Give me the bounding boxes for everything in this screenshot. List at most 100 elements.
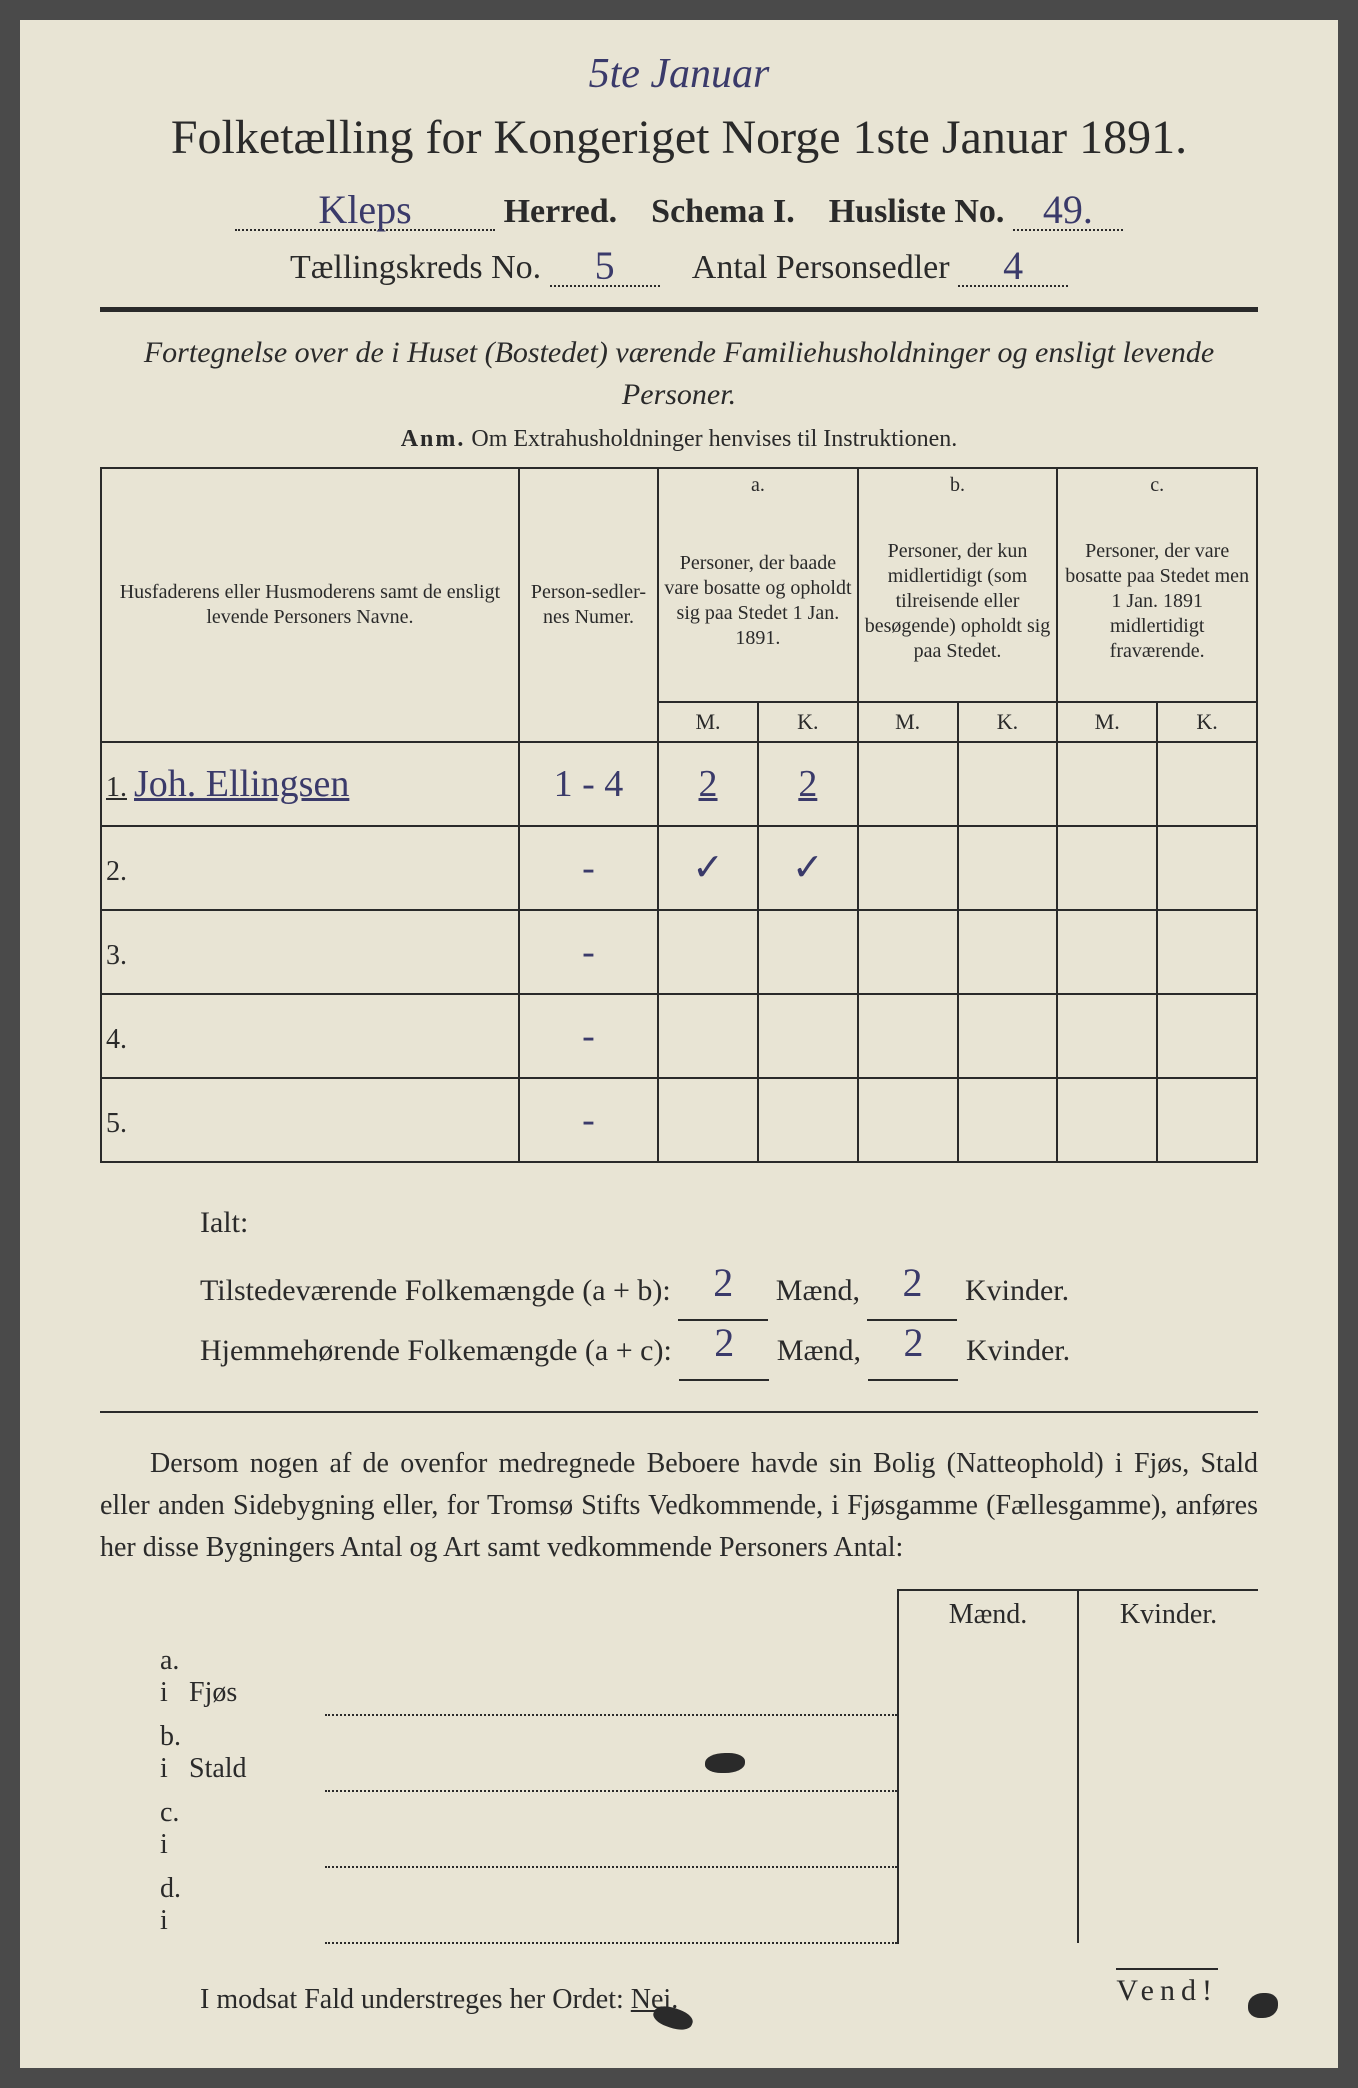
table-row: 1. Joh. Ellingsen1 - 422 <box>101 742 1257 826</box>
antal-value: 4 <box>1003 242 1023 289</box>
buildings-head-m: Mænd. <box>898 1590 1078 1639</box>
cell-b-k <box>958 910 1058 994</box>
th-a-k: K. <box>758 702 858 742</box>
cell-num: - <box>519 826 658 910</box>
herred-field: Kleps <box>235 190 495 231</box>
building-dots <box>325 1715 898 1791</box>
building-m <box>898 1791 1078 1867</box>
building-name <box>185 1867 325 1943</box>
totals-line-2: Hjemmehørende Folkemængde (a + c): 2 Mæn… <box>200 1321 1258 1381</box>
table-row: 3. - <box>101 910 1257 994</box>
building-k <box>1078 1639 1258 1715</box>
building-lbl: b. i <box>100 1715 185 1791</box>
cell-c-k <box>1157 1078 1257 1162</box>
cell-c-m <box>1057 994 1157 1078</box>
husliste-value: 49. <box>1043 186 1093 233</box>
kreds-label: Tællingskreds No. <box>290 249 541 286</box>
modsat-text: I modsat Fald understreges her Ordet: <box>200 1984 624 2015</box>
cell-a-k <box>758 1078 858 1162</box>
cell-name: 1. Joh. Ellingsen <box>101 742 519 826</box>
schema-label: Schema I. <box>651 193 795 230</box>
buildings-head-row: Mænd. Kvinder. <box>100 1590 1258 1639</box>
cell-b-m <box>858 742 958 826</box>
kvinder-label-2: Kvinder. <box>966 1334 1070 1367</box>
cell-num: - <box>519 1078 658 1162</box>
totals-2-k: 2 <box>903 1303 923 1383</box>
building-lbl: c. i <box>100 1791 185 1867</box>
antal-label: Antal Personsedler <box>692 249 950 286</box>
th-a-m: M. <box>658 702 758 742</box>
totals-line1-label: Tilstedeværende Folkemængde (a + b): <box>200 1274 671 1307</box>
building-dots <box>325 1639 898 1715</box>
anm-text: Om Extrahusholdninger henvises til Instr… <box>471 426 957 452</box>
cell-name: 4. <box>101 994 519 1078</box>
building-row: a. iFjøs <box>100 1639 1258 1715</box>
cell-b-k <box>958 1078 1058 1162</box>
th-b-k: K. <box>958 702 1058 742</box>
th-c: Personer, der vare bosatte paa Stedet me… <box>1057 502 1257 702</box>
building-m <box>898 1639 1078 1715</box>
building-lbl: d. i <box>100 1867 185 1943</box>
cell-b-m <box>858 826 958 910</box>
form-subtitle: Fortegnelse over de i Huset (Bostedet) v… <box>100 332 1258 416</box>
form-title: Folketælling for Kongeriget Norge 1ste J… <box>100 110 1258 165</box>
cell-name: 2. <box>101 826 519 910</box>
th-c-head: c. <box>1057 468 1257 502</box>
ink-blot-icon <box>1248 1993 1278 2018</box>
divider-2 <box>100 1411 1258 1413</box>
cell-c-m <box>1057 1078 1157 1162</box>
totals-block: Ialt: Tilstedeværende Folkemængde (a + b… <box>100 1193 1258 1381</box>
cell-num: - <box>519 994 658 1078</box>
totals-2-m: 2 <box>714 1303 734 1383</box>
cell-name: 3. <box>101 910 519 994</box>
divider-1 <box>100 307 1258 312</box>
th-b-m: M. <box>858 702 958 742</box>
building-lbl: a. i <box>100 1639 185 1715</box>
cell-a-k: ✓ <box>758 826 858 910</box>
husliste-field: 49. <box>1013 190 1123 231</box>
cell-a-m <box>658 910 758 994</box>
cell-b-m <box>858 1078 958 1162</box>
cell-c-k <box>1157 994 1257 1078</box>
th-b: Personer, der kun midlertidigt (som tilr… <box>858 502 1058 702</box>
th-a-head: a. <box>658 468 858 502</box>
cell-b-k <box>958 994 1058 1078</box>
cell-c-k <box>1157 910 1257 994</box>
cell-b-m <box>858 910 958 994</box>
building-k <box>1078 1791 1258 1867</box>
census-form-page: 5te Januar Folketælling for Kongeriget N… <box>20 20 1338 2068</box>
kreds-value: 5 <box>595 242 615 289</box>
building-row: b. iStald <box>100 1715 1258 1791</box>
th-names: Husfaderens eller Husmoderens samt de en… <box>101 468 519 742</box>
cell-a-m: 2 <box>658 742 758 826</box>
building-dots <box>325 1791 898 1867</box>
cell-a-m: ✓ <box>658 826 758 910</box>
herred-value: Kleps <box>318 186 411 233</box>
buildings-head-k: Kvinder. <box>1078 1590 1258 1639</box>
cell-a-k <box>758 994 858 1078</box>
header-line-2: Tællingskreds No. 5 Antal Personsedler 4 <box>100 246 1258 287</box>
building-dots <box>325 1867 898 1943</box>
cell-c-m <box>1057 910 1157 994</box>
header-line-1: Kleps Herred. Schema I. Husliste No. 49. <box>100 190 1258 231</box>
totals-2-k-field: 2 <box>868 1351 958 1381</box>
cell-c-k <box>1157 826 1257 910</box>
table-row: 5. - <box>101 1078 1257 1162</box>
th-a: Personer, der baade vare bosatte og opho… <box>658 502 858 702</box>
building-row: c. i <box>100 1791 1258 1867</box>
th-c-m: M. <box>1057 702 1157 742</box>
herred-label: Herred. <box>504 193 618 230</box>
building-m <box>898 1867 1078 1943</box>
building-row: d. i <box>100 1867 1258 1943</box>
cell-b-k <box>958 742 1058 826</box>
building-k <box>1078 1715 1258 1791</box>
antal-field: 4 <box>958 246 1068 287</box>
th-b-head: b. <box>858 468 1058 502</box>
cell-a-m <box>658 994 758 1078</box>
census-table: Husfaderens eller Husmoderens samt de en… <box>100 467 1258 1163</box>
cell-a-m <box>658 1078 758 1162</box>
building-k <box>1078 1867 1258 1943</box>
cell-c-k <box>1157 742 1257 826</box>
building-name: Fjøs <box>185 1639 325 1715</box>
cell-c-m <box>1057 826 1157 910</box>
